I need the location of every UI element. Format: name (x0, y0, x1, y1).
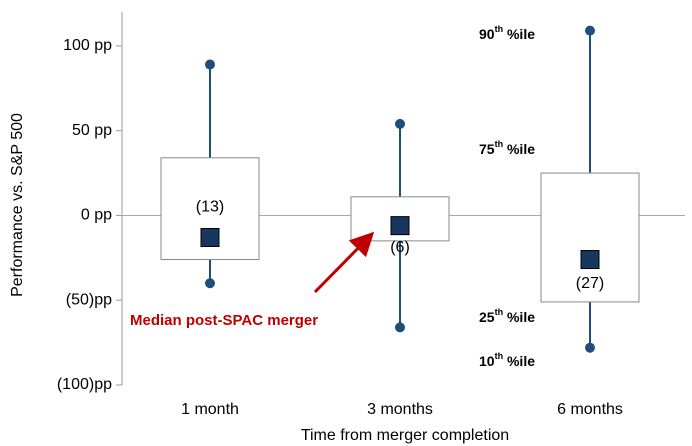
box (540, 172, 640, 303)
percentile-label: 10th %ile (479, 351, 535, 368)
y-tick-label: (50)pp (66, 291, 112, 308)
percentile-rest: %ile (503, 353, 535, 369)
percentile-suffix: th (495, 351, 504, 361)
percentile-label: 90th %ile (479, 24, 535, 41)
p90-dot (205, 59, 215, 70)
p10-dot (205, 278, 215, 289)
x-tick-label: 1 month (181, 401, 239, 418)
percentile-number: 90 (479, 26, 495, 42)
y-tick-label: (100)pp (57, 376, 112, 393)
count-label: (13) (196, 199, 224, 216)
y-tick-label: 0 pp (81, 207, 112, 224)
percentile-suffix: th (495, 24, 504, 34)
x-tick-label: 3 months (367, 401, 433, 418)
p90-dot (585, 25, 595, 36)
percentile-suffix: th (495, 307, 504, 317)
percentile-rest: %ile (503, 309, 535, 325)
percentile-number: 10 (479, 353, 495, 369)
count-label: (6) (390, 239, 410, 256)
percentile-label: 25th %ile (479, 307, 535, 324)
y-tick-label: 100 pp (63, 37, 112, 54)
median-marker (390, 216, 410, 236)
percentile-rest: %ile (503, 141, 535, 157)
p10-dot (395, 322, 405, 333)
x-axis-label: Time from merger completion (301, 427, 509, 444)
percentile-label: 75th %ile (479, 139, 535, 156)
median-arrow (313, 231, 375, 294)
percentile-number: 75 (479, 141, 495, 157)
median-note: Median post-SPAC merger (130, 312, 318, 329)
count-label: (27) (576, 275, 604, 292)
p90-dot (395, 118, 405, 129)
y-axis-label: Performance vs. S&P 500 (9, 113, 26, 297)
x-tick-label: 6 months (557, 401, 623, 418)
p10-dot (585, 342, 595, 353)
median-marker (200, 227, 220, 247)
percentile-number: 25 (479, 309, 495, 325)
y-tick-label: 50 pp (72, 122, 112, 139)
percentile-suffix: th (495, 139, 504, 149)
median-marker (580, 250, 600, 270)
percentile-rest: %ile (503, 26, 535, 42)
